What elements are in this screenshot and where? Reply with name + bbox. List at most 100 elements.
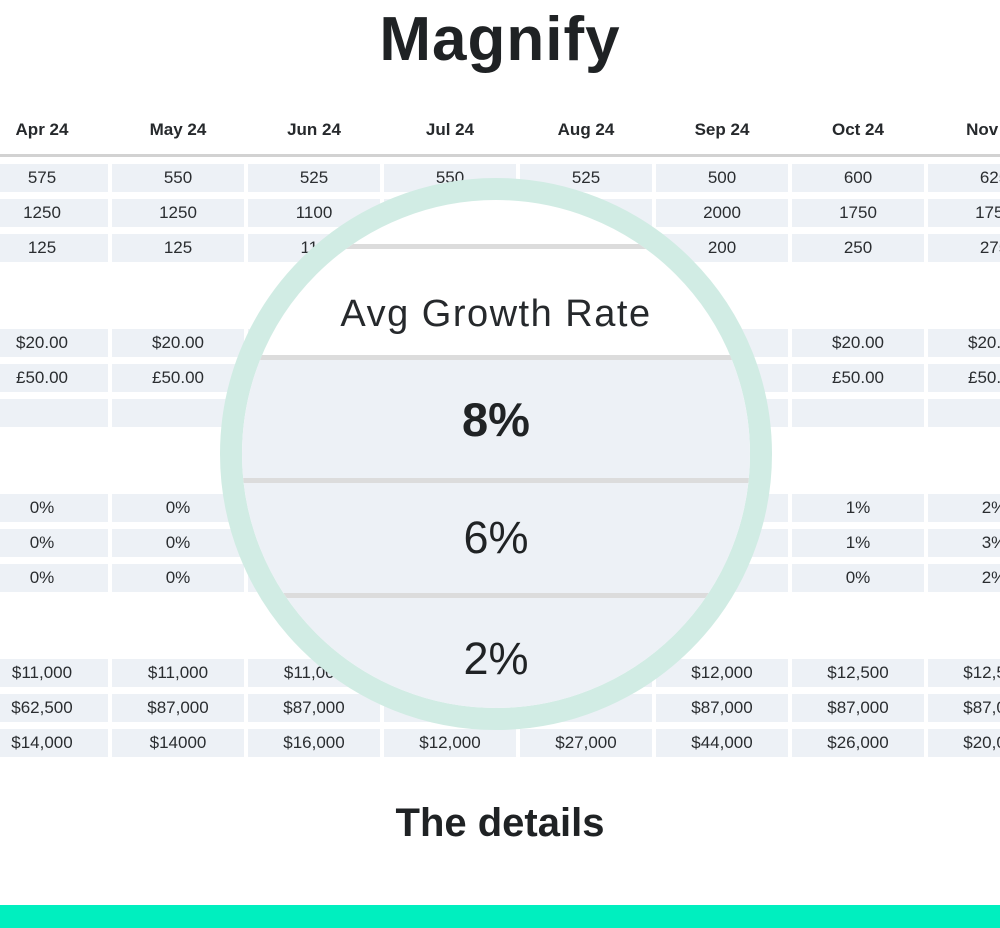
table-cell[interactable]: $14,000 bbox=[0, 729, 110, 757]
table-cell[interactable] bbox=[0, 399, 110, 427]
table-cell[interactable]: 575 bbox=[0, 164, 110, 192]
table-cell[interactable]: 1% bbox=[790, 494, 926, 522]
table-cell[interactable]: 125 bbox=[110, 234, 246, 262]
cell-value bbox=[928, 399, 1000, 427]
table-cell[interactable]: 0% bbox=[110, 494, 246, 522]
lens-divider bbox=[242, 355, 750, 360]
table-cell[interactable]: 3% bbox=[926, 529, 1000, 557]
table-cell[interactable]: 1250 bbox=[0, 199, 110, 227]
cell-value: 600 bbox=[792, 164, 924, 192]
table-cell[interactable]: 600 bbox=[790, 164, 926, 192]
cell-value: $26,000 bbox=[792, 729, 924, 757]
column-header[interactable]: Nov 24 bbox=[966, 120, 1000, 139]
cell-value: £50.00 bbox=[928, 364, 1000, 392]
table-cell[interactable]: $14000 bbox=[110, 729, 246, 757]
table-cell[interactable]: 2000 bbox=[654, 199, 790, 227]
table-cell[interactable]: 0% bbox=[110, 564, 246, 592]
table-cell[interactable]: $12,500 bbox=[790, 659, 926, 687]
lens-value-band: 2% bbox=[242, 598, 750, 708]
lens-value: 2% bbox=[463, 633, 529, 684]
table-cell[interactable]: 2% bbox=[926, 564, 1000, 592]
cell-value: 1750 bbox=[928, 199, 1000, 227]
cell-value: 625 bbox=[928, 164, 1000, 192]
table-cell[interactable]: $20.00 bbox=[0, 329, 110, 357]
accent-bar bbox=[0, 905, 1000, 928]
column-header[interactable]: May 24 bbox=[149, 120, 207, 139]
table-cell[interactable]: 125 bbox=[0, 234, 110, 262]
table-cell[interactable]: 500 bbox=[654, 164, 790, 192]
cell-value: $20,000 bbox=[928, 729, 1000, 757]
table-cell[interactable]: $87,000 bbox=[926, 694, 1000, 722]
table-cell[interactable]: $20.00 bbox=[790, 329, 926, 357]
cell-value: 1% bbox=[792, 529, 924, 557]
table-cell[interactable]: $27,000 bbox=[518, 729, 654, 757]
cell-value: $27,000 bbox=[520, 729, 652, 757]
table-cell[interactable]: $26,000 bbox=[790, 729, 926, 757]
table-cell[interactable]: 1750 bbox=[926, 199, 1000, 227]
magnifier-lens: Avg Growth Rate 8% 6% 2% bbox=[220, 178, 772, 730]
table-cell[interactable] bbox=[926, 399, 1000, 427]
column-header[interactable]: Jul 24 bbox=[425, 120, 475, 139]
cell-value: $87,000 bbox=[928, 694, 1000, 722]
table-cell[interactable]: 550 bbox=[110, 164, 246, 192]
column-header[interactable]: Aug 24 bbox=[557, 120, 615, 139]
table-cell[interactable]: $20.00 bbox=[926, 329, 1000, 357]
cell-value: $87,000 bbox=[792, 694, 924, 722]
table-cell[interactable]: $87,000 bbox=[110, 694, 246, 722]
table-cell[interactable]: 0% bbox=[0, 529, 110, 557]
table-cell[interactable]: 0% bbox=[110, 529, 246, 557]
table-cell[interactable] bbox=[790, 399, 926, 427]
table-cell[interactable]: 0% bbox=[0, 564, 110, 592]
cell-value: 2% bbox=[928, 494, 1000, 522]
table-cell[interactable]: 525 bbox=[246, 164, 382, 192]
table-cell[interactable]: $11,000 bbox=[0, 659, 110, 687]
column-header[interactable]: Oct 24 bbox=[832, 120, 884, 139]
cell-value: $20.00 bbox=[792, 329, 924, 357]
cell-value: $12,500 bbox=[792, 659, 924, 687]
table-cell[interactable]: £50.00 bbox=[790, 364, 926, 392]
table-cell[interactable]: 275 bbox=[926, 234, 1000, 262]
column-header[interactable]: Apr 24 bbox=[15, 120, 69, 139]
column-header[interactable]: Sep 24 bbox=[694, 120, 750, 139]
table-cell[interactable]: 1250 bbox=[110, 199, 246, 227]
table-cell[interactable]: $20,000 bbox=[926, 729, 1000, 757]
cell-value: $44,000 bbox=[656, 729, 788, 757]
cell-value: 1250 bbox=[0, 199, 108, 227]
table-cell[interactable]: $12,000 bbox=[382, 729, 518, 757]
table-cell[interactable]: $87,000 bbox=[790, 694, 926, 722]
cell-value: $87,000 bbox=[112, 694, 244, 722]
table-cell[interactable]: $11,000 bbox=[110, 659, 246, 687]
column-header[interactable]: Jun 24 bbox=[287, 120, 341, 139]
table-cell[interactable]: $44,000 bbox=[654, 729, 790, 757]
lens-divider bbox=[242, 244, 750, 249]
cell-value: £50.00 bbox=[0, 364, 108, 392]
table-cell[interactable]: 0% bbox=[790, 564, 926, 592]
table-cell[interactable]: £50.00 bbox=[110, 364, 246, 392]
table-cell[interactable]: $16,000 bbox=[246, 729, 382, 757]
cell-value: 1750 bbox=[792, 199, 924, 227]
table-cell[interactable]: 625 bbox=[926, 164, 1000, 192]
table-cell[interactable]: $20.00 bbox=[110, 329, 246, 357]
table-cell[interactable]: 2% bbox=[926, 494, 1000, 522]
page-title: Magnify bbox=[379, 5, 621, 74]
table-cell[interactable]: $12,500 bbox=[926, 659, 1000, 687]
cell-value: 525 bbox=[248, 164, 380, 192]
table-cell[interactable]: 0% bbox=[0, 494, 110, 522]
table-cell[interactable]: £50.00 bbox=[926, 364, 1000, 392]
magnifier-content: Avg Growth Rate 8% 6% 2% bbox=[242, 200, 750, 708]
header-divider bbox=[0, 154, 1000, 157]
cell-value: 2% bbox=[928, 564, 1000, 592]
cell-value: $11,000 bbox=[0, 659, 108, 687]
cell-value: 125 bbox=[112, 234, 244, 262]
cell-value: 3% bbox=[928, 529, 1000, 557]
cell-value: £50.00 bbox=[792, 364, 924, 392]
cell-value: 0% bbox=[112, 529, 244, 557]
table-cell[interactable]: 1% bbox=[790, 529, 926, 557]
table-cell[interactable]: 1750 bbox=[790, 199, 926, 227]
table-cell[interactable]: 250 bbox=[790, 234, 926, 262]
lens-value: 8% bbox=[462, 392, 530, 446]
table-cell[interactable]: £50.00 bbox=[0, 364, 110, 392]
cell-value: 1250 bbox=[112, 199, 244, 227]
cell-value: £50.00 bbox=[112, 364, 244, 392]
table-cell[interactable]: $62,500 bbox=[0, 694, 110, 722]
